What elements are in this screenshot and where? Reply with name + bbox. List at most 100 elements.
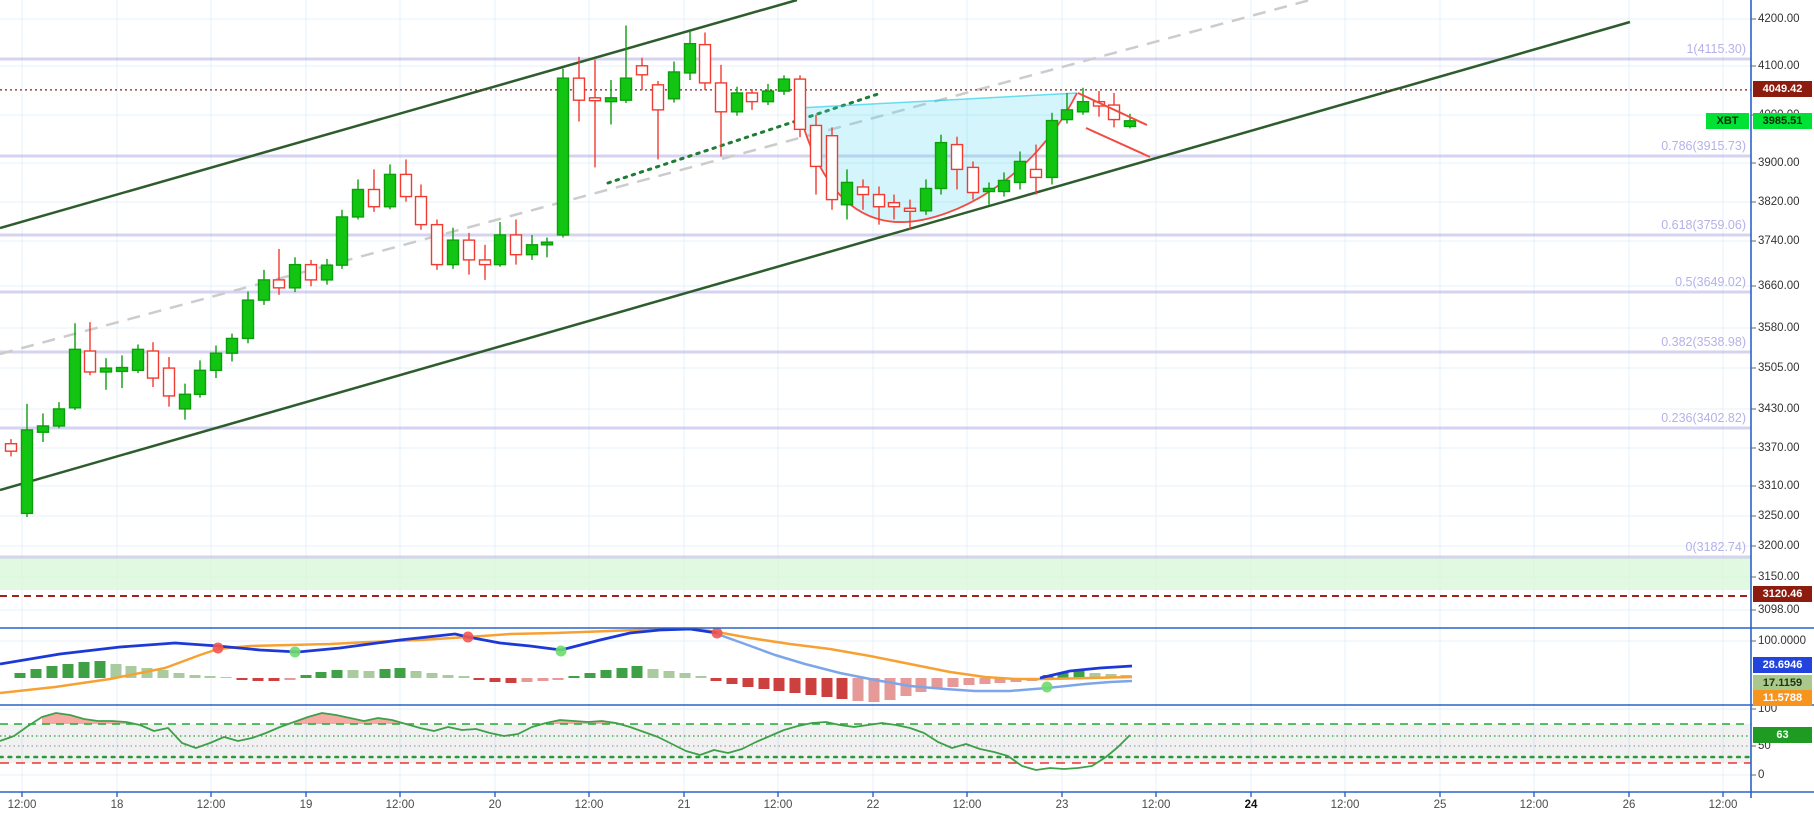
candle-body xyxy=(540,241,554,246)
price-axis-label: 3740.00 xyxy=(1758,235,1800,247)
indicator1-histogram-bar xyxy=(394,668,406,678)
indicator1-histogram-bar xyxy=(789,678,801,693)
candle xyxy=(966,161,980,200)
candle-body xyxy=(36,425,50,433)
red-signal-dot xyxy=(462,631,474,643)
fib-level-label: 0.5(3649.02) xyxy=(1675,275,1746,289)
candle-body xyxy=(997,179,1011,193)
indicator1-histogram-bar xyxy=(568,676,580,678)
candle xyxy=(1076,87,1090,115)
candle-body xyxy=(1029,168,1043,179)
indicator1-histogram-bar xyxy=(695,676,707,678)
gray-dashed-trendline[interactable] xyxy=(0,0,1311,356)
candle-body xyxy=(966,166,980,194)
candle xyxy=(525,234,539,260)
indicator1-histogram-bar xyxy=(600,670,612,678)
indicator1-histogram-bar xyxy=(979,678,991,684)
handle-trendline[interactable] xyxy=(1077,92,1148,126)
candle xyxy=(919,179,933,215)
green-zone-rectangle[interactable] xyxy=(0,558,1751,590)
candle xyxy=(99,358,113,390)
indicator1-histogram-bar xyxy=(14,673,26,678)
candle-body xyxy=(430,223,444,266)
candle xyxy=(1013,151,1027,190)
price-axis-label: 3820.00 xyxy=(1758,196,1800,208)
candle xyxy=(462,232,476,275)
candle xyxy=(209,345,223,379)
symbol-tag: XBT xyxy=(1706,113,1749,129)
candle xyxy=(651,81,665,160)
candle-body xyxy=(588,97,602,102)
indicator1-histogram-bar xyxy=(442,675,454,678)
candle-body xyxy=(52,408,66,427)
indicator1-histogram-bar xyxy=(473,678,485,680)
candle xyxy=(414,184,428,230)
cup-rim-line[interactable] xyxy=(797,92,1078,109)
candle-body xyxy=(1060,109,1074,121)
time-axis-label: 12:00 xyxy=(763,799,793,811)
green-signal-dot xyxy=(1041,681,1053,693)
indicator1-histogram-bar xyxy=(868,678,880,702)
indicator1-histogram-bar xyxy=(900,678,912,696)
fib-level-label: 0.236(3402.82) xyxy=(1661,411,1746,425)
time-axis-label: 23 xyxy=(1055,799,1069,811)
candle-body xyxy=(99,367,113,373)
candle xyxy=(1060,92,1074,124)
candle xyxy=(193,360,207,398)
candle xyxy=(540,237,554,258)
indicator1-histogram-bar xyxy=(284,678,296,680)
candle-body xyxy=(225,337,239,354)
candle-body xyxy=(83,350,97,373)
candle xyxy=(667,61,681,103)
red-signal-dot xyxy=(212,642,224,654)
candle xyxy=(162,357,176,407)
candle-body xyxy=(572,77,586,101)
time-axis-label: 22 xyxy=(866,799,880,811)
candle xyxy=(225,333,239,362)
candle xyxy=(619,25,633,104)
candle xyxy=(272,248,286,295)
indicator1-histogram-bar xyxy=(631,666,643,678)
last-price-badge: 3985.51 xyxy=(1753,113,1812,129)
price-axis-label: 100.0000 xyxy=(1758,635,1806,647)
channel-trendline[interactable] xyxy=(0,0,798,230)
indicator1-histogram-bar xyxy=(204,676,216,678)
price-axis-label: 3430.00 xyxy=(1758,403,1800,415)
time-axis-label: 12:00 xyxy=(1330,799,1360,811)
candle-body xyxy=(351,188,365,218)
candle xyxy=(635,57,649,91)
channel-trendline[interactable] xyxy=(0,20,1631,492)
cup-arc[interactable] xyxy=(797,92,1078,223)
candle xyxy=(241,291,255,344)
candle-body xyxy=(761,90,775,103)
candle-body xyxy=(698,43,712,84)
time-axis-label: 12:00 xyxy=(952,799,982,811)
candle xyxy=(493,222,507,267)
indicator1-histogram-bar xyxy=(710,678,722,681)
green-dotted-trendline[interactable] xyxy=(606,92,880,185)
price-axis-label: 3310.00 xyxy=(1758,480,1800,492)
candle-body xyxy=(651,84,665,111)
price-axis-label: 4100.00 xyxy=(1758,60,1800,72)
candle-body xyxy=(399,173,413,198)
candle-body xyxy=(493,234,507,266)
candle-body xyxy=(1013,160,1027,184)
candle-body xyxy=(320,264,334,281)
indicator1-histogram-bar xyxy=(805,678,817,695)
handle-trendline[interactable] xyxy=(1085,127,1151,158)
indicator1-histogram-bar xyxy=(552,678,564,680)
candle-body xyxy=(714,82,728,113)
candle xyxy=(809,114,823,195)
indicator1-blue-value-badge: 28.6946 xyxy=(1753,657,1812,673)
indicator1-histogram-bar xyxy=(268,678,280,681)
candle xyxy=(351,179,365,220)
price-axis-label: 3505.00 xyxy=(1758,362,1800,374)
candle xyxy=(1029,144,1043,195)
candle xyxy=(131,344,145,374)
indicator1-histogram-bar xyxy=(931,678,943,689)
candle-body xyxy=(68,348,82,409)
candle xyxy=(840,169,854,220)
candle xyxy=(257,269,271,305)
